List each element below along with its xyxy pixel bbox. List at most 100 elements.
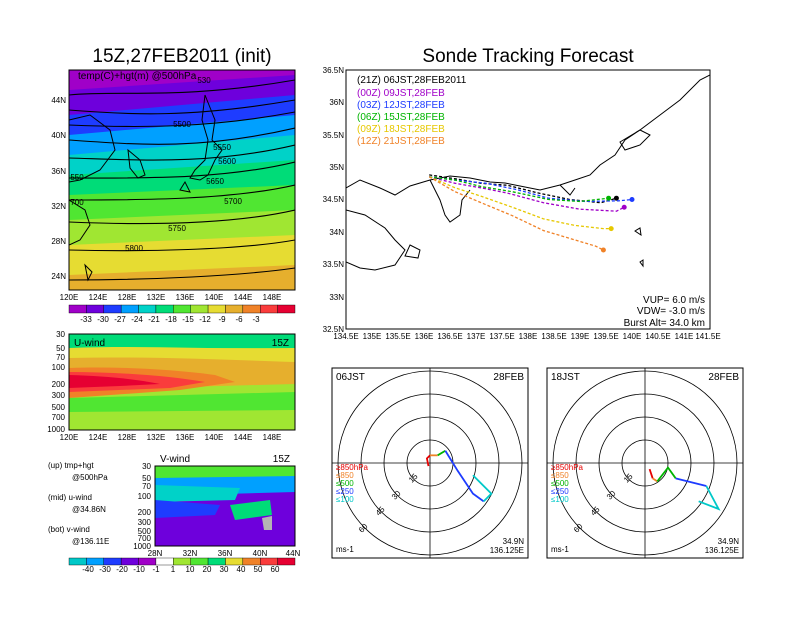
pressure-label: 50 [142, 474, 151, 483]
colorbar-swatch [173, 557, 191, 566]
lat-label: 36N [51, 167, 66, 176]
colorbar-label: 40 [237, 565, 246, 574]
colorbar-label: -40 [82, 565, 94, 574]
colorbar-swatch [68, 557, 87, 566]
pressure-label: 1000 [47, 425, 65, 434]
lon-label: 140.5E [645, 332, 670, 341]
lon-label: 135.5E [385, 332, 410, 341]
hodograph-trace [425, 449, 493, 503]
lat-label: 40N [51, 131, 66, 140]
contour-label: 5800 [125, 244, 143, 253]
colorbar-swatch [120, 304, 139, 314]
lat-label: 33N [329, 293, 344, 302]
level-label: ≤850 [551, 471, 569, 480]
colorbar-label: -33 [80, 315, 92, 324]
colorbar-label: -30 [97, 315, 109, 324]
landing-point [608, 226, 614, 232]
track-line [429, 174, 617, 204]
hodograph-segment [444, 450, 485, 503]
level-label: ≤500 [551, 479, 569, 488]
colorbar-label: -3 [252, 315, 260, 324]
legend-entry: (06Z) 15JST,28FEB [357, 112, 445, 123]
hodograph-segment [698, 485, 721, 511]
contour-label: 700 [70, 198, 84, 207]
colorbar-swatch [207, 557, 226, 566]
hodograph-unit: ms-1 [336, 545, 354, 554]
hodograph-segment [675, 477, 707, 487]
colorbar-swatch [138, 304, 157, 314]
colorbar-label: -15 [182, 315, 194, 324]
pressure-label: 500 [52, 403, 66, 412]
param-text: VUP= 6.0 m/s [643, 295, 705, 306]
colorbar-swatch [260, 557, 278, 566]
track-line [429, 176, 625, 212]
pressure-label: 1000 [133, 542, 151, 551]
colorbar-label: -27 [114, 315, 126, 324]
track-line [428, 176, 612, 230]
legend-entry: (21Z) 06JST,28FEB2011 [357, 75, 467, 86]
hodograph-segment [648, 468, 654, 479]
colorbar-label: -9 [218, 315, 226, 324]
hodograph-segment [652, 477, 658, 483]
vwind-title: V-wind [160, 454, 190, 465]
colorbar-swatch [103, 304, 122, 314]
lat-label: 35N [329, 163, 344, 172]
hodograph-lon: 136.125E [490, 546, 524, 555]
lat-label: 34N [329, 228, 344, 237]
lat-label: 36N [329, 98, 344, 107]
lat-axis-label: 36N [218, 549, 233, 558]
lat-label: 33.5N [323, 260, 345, 269]
contour-label: 5700 [224, 197, 242, 206]
lat-label: 32N [51, 202, 66, 211]
level-label: ≤100 [336, 495, 354, 504]
colorbar-swatch [138, 557, 157, 566]
lon-label: 139E [571, 332, 590, 341]
level-label: ≤100 [551, 495, 569, 504]
colorbar-label: 10 [186, 565, 195, 574]
colorbar-swatch [68, 304, 87, 314]
lon-label: 139.5E [593, 332, 618, 341]
lat-label: 35.5N [323, 131, 345, 140]
hodograph-date: 28FEB [708, 372, 739, 383]
hodograph-18jst: 18JST 28FEB 15 30 45 60 ≥850hPa ≤850 ≤50… [546, 367, 744, 559]
track-line [428, 176, 604, 251]
lon-label: 136.5E [437, 332, 462, 341]
lon-label: 136E [176, 433, 195, 442]
contour-label: 5550 [213, 143, 231, 152]
landing-point [629, 197, 635, 202]
hodograph-segment [437, 449, 446, 457]
tracking-title: Sonde Tracking Forecast [422, 46, 634, 67]
pressure-label: 70 [142, 482, 151, 491]
lon-label: 137.5E [489, 332, 514, 341]
colorbar-swatch [190, 304, 209, 314]
temp-map: 5500 5550 5600 5650 5700 5750 5800 550 7… [69, 70, 295, 290]
lon-label: 124E [89, 293, 108, 302]
param-text: VDW= -3.0 m/s [637, 306, 705, 317]
pressure-label: 500 [138, 527, 152, 536]
hodograph-lat: 34.9N [718, 537, 740, 546]
colorbar-label: -30 [99, 565, 111, 574]
colorbar-swatch [155, 557, 174, 566]
note-line: @136.11E [72, 537, 109, 546]
hodograph-trace [648, 466, 721, 511]
lon-label: 148E [263, 293, 282, 302]
pressure-label: 30 [142, 462, 151, 471]
pressure-label: 200 [52, 380, 66, 389]
colorbar-label: 60 [271, 565, 280, 574]
lon-label: 136E [415, 332, 434, 341]
hodograph-segment [472, 474, 493, 502]
track-line [429, 176, 633, 203]
colorbar-label: -1 [152, 565, 160, 574]
colorbar-swatch [86, 304, 104, 314]
lon-label: 136E [176, 293, 195, 302]
wind-colorbar [68, 557, 296, 566]
lon-label: 144E [234, 293, 253, 302]
lon-label: 141.5E [695, 332, 720, 341]
vwind-frame [154, 465, 296, 547]
colorbar-label: -20 [116, 565, 128, 574]
lat-label: 32.5N [323, 325, 345, 334]
note-line: @500hPa [72, 473, 108, 482]
temperature-colorbar [68, 304, 296, 314]
pressure-label: 70 [56, 353, 65, 362]
